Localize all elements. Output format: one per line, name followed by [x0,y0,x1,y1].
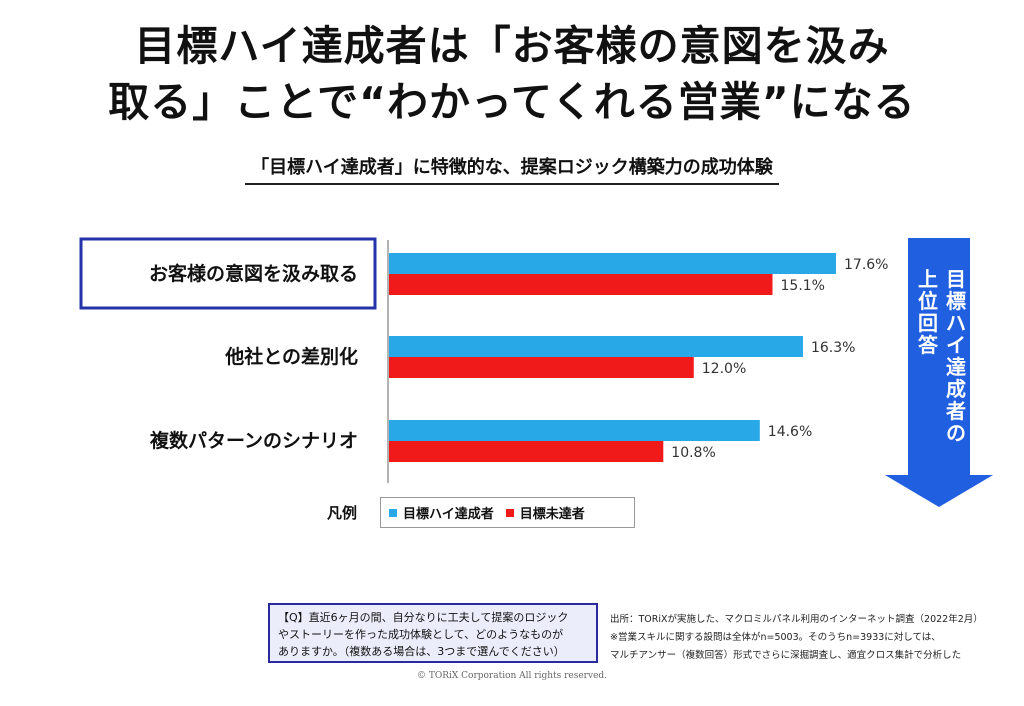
copyright: © TORiX Corporation All rights reserved. [416,671,608,681]
bar-high-achiever [389,253,836,274]
bar-underachiever [389,274,773,295]
rank-arrow-sub-text: 上位回答 [918,267,938,357]
bar-underachiever [389,357,694,378]
bar-underachiever [389,441,664,462]
legend-title: 凡例 [327,504,358,522]
value-label: 17.6% [844,257,888,273]
legend-item-high: 目標ハイ達成者 [389,503,494,522]
legend-swatch-low [505,508,514,517]
legend: 目標ハイ達成者 目標未達者 [380,497,635,528]
chart-title: 「目標ハイ達成者」に特徴的な、提案ロジック構築力の成功体験 [245,155,779,185]
question-line-2: やストーリーを作った成功体験として、どのようなものが [278,628,564,641]
source-line-3: マルチアンサー（複数回答）形式でさらに深掘調査し、適宜クロス集計で分析した [610,650,962,661]
source-line-1: 出所：TORiXが実施した、マクロミルパネル利用のインターネット調査（2022年… [610,614,983,625]
question-line-1: 【Q】直近6ヶ月の間、自分なりに工夫して提案のロジック [278,611,569,624]
question-line-3: ありますか。（複数ある場合は、3つまで選んでください） [278,645,565,658]
highlight-frame [79,237,377,310]
rank-arrow-sub-label: 上位回答 [917,268,939,356]
legend-label-high: 目標ハイ達成者 [403,507,494,522]
bar-high-achiever [389,420,760,441]
rank-arrow-icon [885,238,993,507]
category-label: 複数パターンのシナリオ [149,429,358,452]
headline-line-2: 取る」ことで“わかってくれる営業”になる [108,78,916,126]
legend-item-low: 目標未達者 [505,503,585,522]
chart-title-wrap: 「目標ハイ達成者」に特徴的な、提案ロジック構築力の成功体験 [0,155,1024,185]
value-label: 14.6% [768,424,812,440]
rank-arrow-main-text: 目標ハイ達成者の [946,267,966,445]
value-label: 12.0% [702,361,746,377]
value-label: 16.3% [811,340,855,356]
bar-high-achiever [389,336,803,357]
category-label: 他社との差別化 [224,345,358,368]
bars [389,253,836,462]
rank-arrow-main-label: 目標ハイ達成者の [945,268,967,444]
source-note: 出所：TORiXが実施した、マクロミルパネル利用のインターネット調査（2022年… [610,611,983,665]
value-label: 15.1% [781,278,825,294]
category-label: お客様の意図を汲み取る [149,262,358,285]
legend-label-low: 目標未達者 [519,507,585,522]
headline: 目標ハイ達成者は「お客様の意図を汲み 取る」ことで“わかってくれる営業”になる [30,18,994,130]
value-label: 10.8% [671,445,715,461]
headline-line-1: 目標ハイ達成者は「お客様の意図を汲み [134,22,890,70]
value-labels: 17.6% 15.1% 16.3% 12.0% 14.6% 10.8% [671,257,888,461]
question-box: 【Q】直近6ヶ月の間、自分なりに工夫して提案のロジック やストーリーを作った成功… [268,603,598,663]
source-line-2: ※営業スキルに関する設問は全体がn=5003。そのうちn=3933に対しては、 [610,632,941,643]
legend-swatch-high [389,508,397,517]
